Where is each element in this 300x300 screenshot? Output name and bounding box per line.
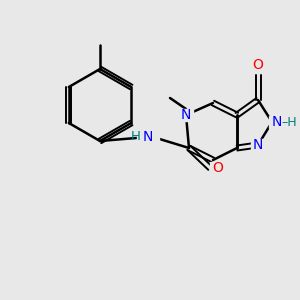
Bar [251,60,265,72]
Bar [137,131,159,143]
Text: O: O [213,161,224,175]
Text: O: O [253,58,263,72]
Text: N: N [253,138,263,152]
Bar [269,116,295,128]
Text: H: H [131,130,141,143]
Text: N: N [143,130,153,144]
Bar [251,139,265,151]
Text: N: N [181,108,191,122]
Bar [179,109,193,121]
Bar [210,162,222,174]
Text: N: N [272,115,282,129]
Text: –H: –H [281,116,297,128]
